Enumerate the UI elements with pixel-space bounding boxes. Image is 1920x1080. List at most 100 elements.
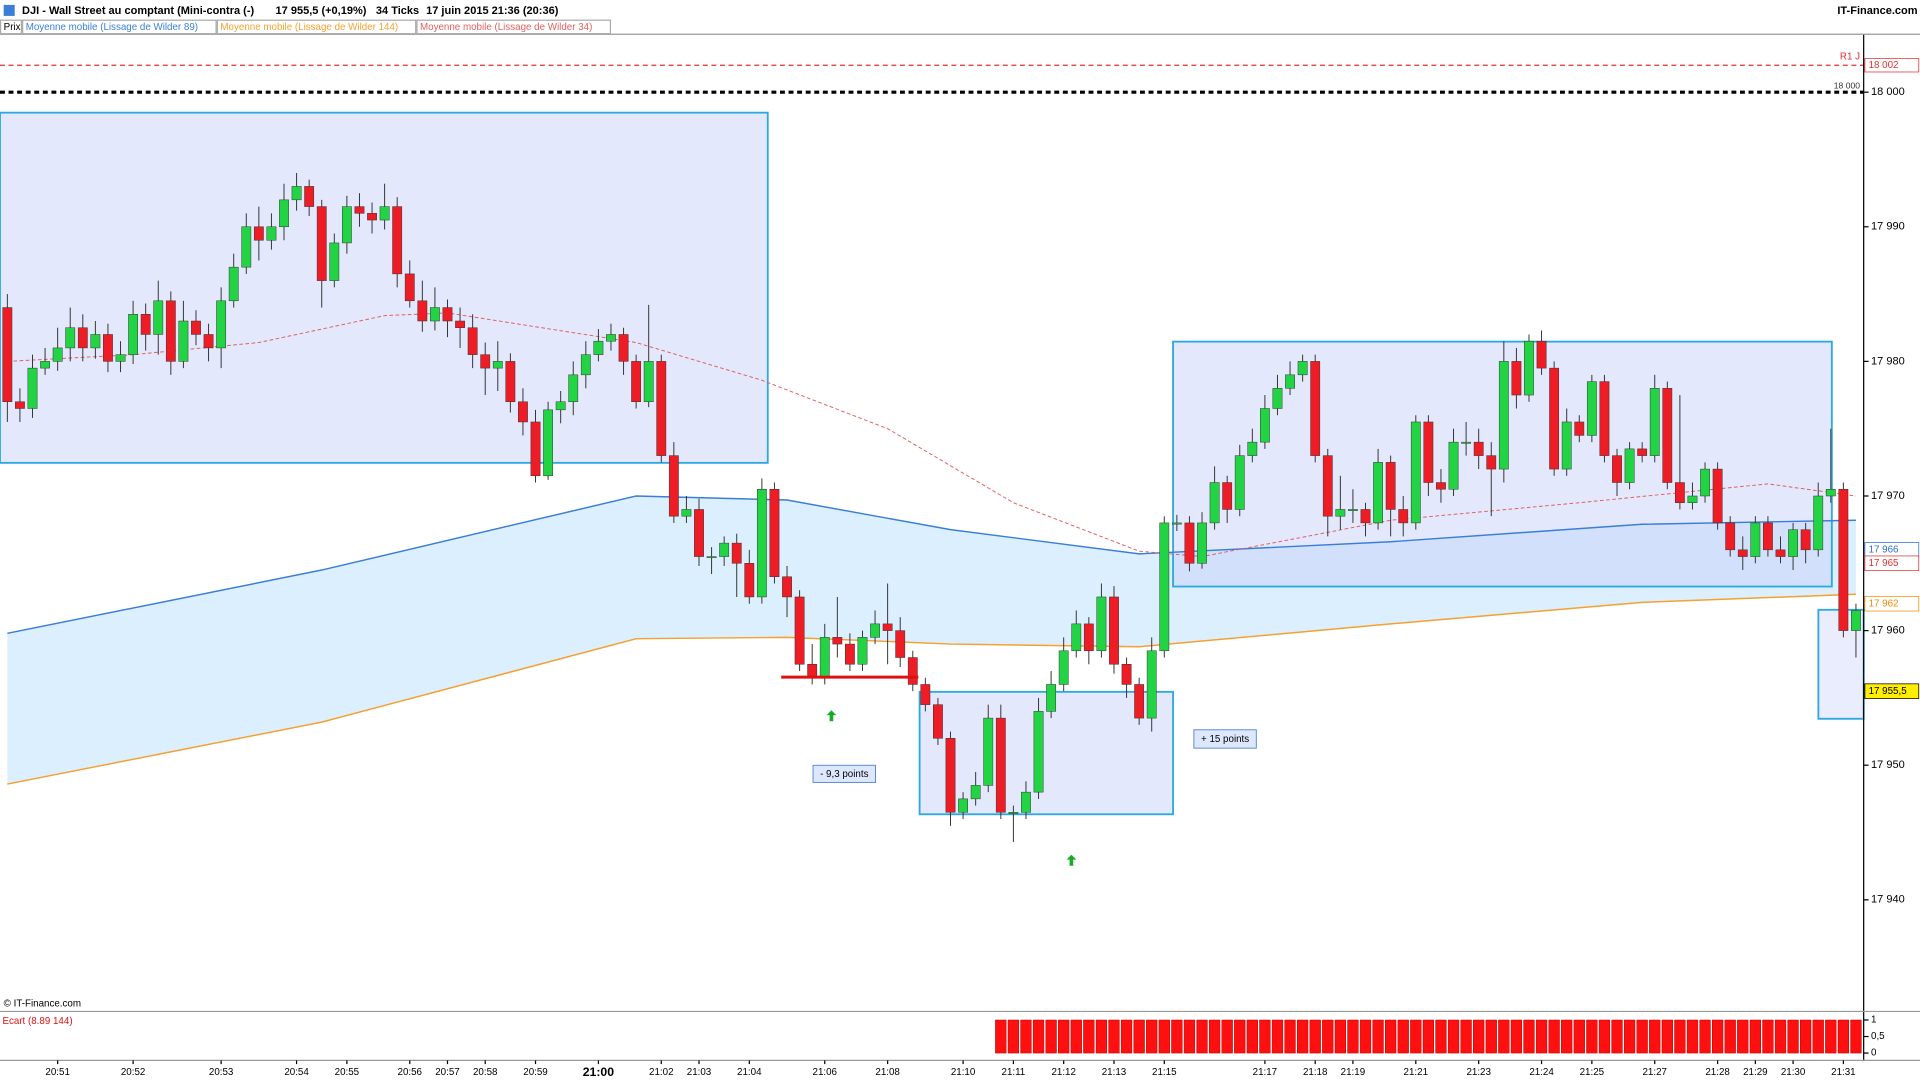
candle-body bbox=[354, 206, 365, 214]
candle-body bbox=[1410, 421, 1421, 524]
candle-body bbox=[1008, 812, 1019, 814]
bar bbox=[1611, 1019, 1623, 1054]
bar bbox=[1812, 1019, 1824, 1054]
x-tick-label: 21:03 bbox=[687, 1067, 712, 1078]
candle-body bbox=[518, 401, 528, 423]
candle-body bbox=[1109, 596, 1119, 665]
y-tick-label: 0 bbox=[1871, 1048, 1877, 1059]
candle-body bbox=[1184, 522, 1195, 564]
candle-body bbox=[1599, 381, 1610, 456]
candle-body bbox=[128, 314, 139, 355]
candle-body bbox=[1058, 650, 1069, 685]
candle-body bbox=[593, 340, 604, 355]
candle-body bbox=[467, 327, 478, 355]
x-tick-label: 20:52 bbox=[121, 1067, 145, 1078]
bar bbox=[1158, 1019, 1170, 1054]
x-tick-label: 20:54 bbox=[284, 1067, 309, 1078]
candle-body bbox=[442, 307, 453, 322]
candle-body bbox=[367, 213, 377, 221]
candle-body bbox=[631, 361, 642, 403]
candle-body bbox=[404, 273, 415, 302]
moving-average bbox=[7, 495, 1856, 635]
candle-body bbox=[731, 542, 742, 564]
candle-body bbox=[832, 637, 843, 645]
x-tick-label: 21:08 bbox=[875, 1067, 900, 1078]
arrow-up bbox=[826, 710, 837, 722]
candle-body bbox=[1360, 509, 1371, 524]
bar bbox=[1171, 1019, 1183, 1054]
candle-body bbox=[1737, 549, 1748, 557]
candle-body bbox=[1322, 455, 1333, 517]
candle-body bbox=[719, 542, 730, 557]
bar bbox=[1498, 1019, 1510, 1054]
bar bbox=[1649, 1019, 1661, 1054]
bar bbox=[1221, 1019, 1233, 1054]
x-tick-label: 21:15 bbox=[1152, 1067, 1177, 1078]
candle-body bbox=[191, 320, 201, 335]
candle-body bbox=[1046, 684, 1057, 712]
candle-body bbox=[1775, 549, 1786, 557]
bar bbox=[1724, 1019, 1736, 1054]
annotation: - 9,3 points bbox=[820, 769, 868, 780]
candle-body bbox=[1146, 650, 1157, 719]
x-tick-label: 21:29 bbox=[1743, 1067, 1767, 1078]
x-tick-label: 20:59 bbox=[523, 1067, 547, 1078]
candle-body bbox=[103, 334, 113, 362]
bar bbox=[995, 1019, 1007, 1054]
candle-body bbox=[694, 509, 704, 557]
y-tick-label: 17 950 bbox=[1871, 759, 1905, 771]
candle-body bbox=[1033, 711, 1044, 793]
candle-body bbox=[1121, 664, 1132, 685]
legend-box bbox=[0, 19, 23, 35]
candle-body bbox=[1486, 455, 1497, 470]
candle-body bbox=[744, 563, 755, 598]
y-tick-label: 18 000 bbox=[1871, 86, 1905, 98]
candle-body bbox=[1348, 509, 1358, 511]
candle-body bbox=[958, 798, 968, 813]
bar bbox=[1435, 1019, 1447, 1054]
candle-body bbox=[1800, 529, 1811, 551]
bar bbox=[1548, 1019, 1560, 1054]
candle-body bbox=[995, 717, 1006, 813]
candle-body bbox=[492, 361, 503, 369]
x-tick-label: 21:21 bbox=[1404, 1067, 1428, 1078]
bar bbox=[1674, 1019, 1686, 1054]
price-tag bbox=[1864, 595, 1920, 612]
candle-body bbox=[543, 409, 553, 477]
legend-box bbox=[416, 19, 612, 35]
drawn-box bbox=[0, 111, 769, 464]
bar bbox=[1422, 1019, 1435, 1054]
bar bbox=[1598, 1019, 1611, 1054]
candle-body bbox=[580, 354, 591, 376]
annotation-box bbox=[1193, 729, 1257, 749]
candle-body bbox=[266, 226, 277, 241]
bar bbox=[1196, 1019, 1208, 1054]
candle-body bbox=[983, 717, 994, 786]
candle-body bbox=[1448, 441, 1459, 490]
candle-body bbox=[1637, 448, 1648, 456]
candle-body bbox=[769, 489, 780, 578]
bar bbox=[1007, 1019, 1020, 1054]
x-tick-label: 21:25 bbox=[1580, 1067, 1605, 1078]
bar bbox=[1146, 1019, 1158, 1054]
candle-body bbox=[77, 327, 88, 349]
candle-body bbox=[1725, 522, 1736, 551]
bar bbox=[1535, 1019, 1548, 1054]
candle-body bbox=[1335, 509, 1346, 517]
price-tag-label: 17 966 bbox=[1869, 544, 1899, 555]
candle-body bbox=[392, 206, 403, 275]
candle-body bbox=[1461, 441, 1472, 444]
candle-body bbox=[90, 334, 101, 349]
candle-body bbox=[1624, 448, 1635, 483]
candle-body bbox=[618, 334, 629, 362]
bar bbox=[1296, 1019, 1309, 1054]
candle-body bbox=[643, 361, 654, 403]
x-tick-label: 21:10 bbox=[951, 1067, 976, 1078]
price-tag bbox=[1864, 683, 1920, 699]
candle-body bbox=[882, 623, 893, 631]
level-name: R1 J bbox=[1840, 51, 1860, 62]
candle-body bbox=[920, 684, 931, 705]
candle-body bbox=[1247, 441, 1258, 456]
candle-body bbox=[1586, 381, 1597, 436]
candle-body bbox=[1234, 455, 1245, 510]
